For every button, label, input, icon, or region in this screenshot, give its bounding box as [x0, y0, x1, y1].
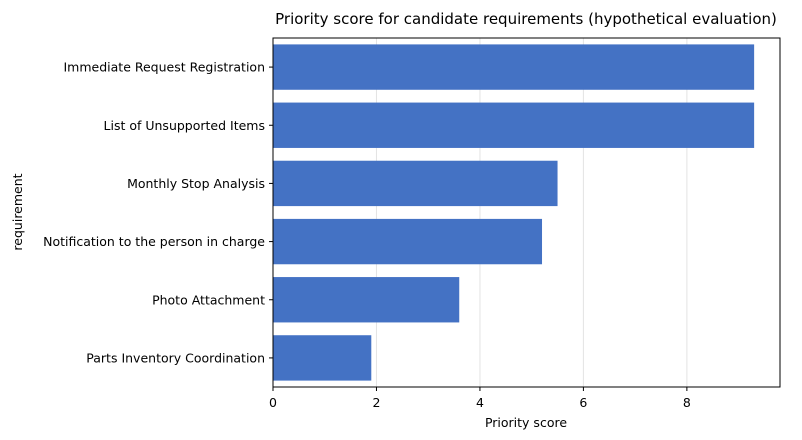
bar [273, 160, 558, 207]
category-label: Notification to the person in charge [43, 234, 265, 249]
plot-frame [272, 37, 781, 388]
x-tick-label: 2 [372, 395, 380, 410]
bar [273, 335, 372, 381]
category-label: Parts Inventory Coordination [86, 350, 265, 365]
bar [273, 218, 543, 265]
bar [273, 44, 755, 90]
x-axis-label: Priority score [485, 415, 567, 430]
grid-lines [375, 38, 688, 387]
x-tick-label: 4 [476, 395, 484, 410]
x-axis-ticks: 0 2 4 6 8 [269, 387, 691, 410]
category-label: Photo Attachment [152, 292, 265, 307]
y-axis-label: requirement [10, 173, 25, 250]
x-tick-label: 6 [579, 395, 587, 410]
bar [273, 102, 755, 148]
x-tick-label: 0 [269, 395, 277, 410]
bars [273, 44, 755, 381]
bar [273, 277, 460, 323]
category-label: List of Unsupported Items [104, 118, 265, 133]
category-label: Immediate Request Registration [64, 60, 266, 75]
chart-title: Priority score for candidate requirement… [275, 10, 777, 28]
category-label: Monthly Stop Analysis [127, 176, 265, 191]
x-tick-label: 8 [683, 395, 691, 410]
y-axis-categories: Immediate Request Registration List of Un… [43, 60, 273, 365]
